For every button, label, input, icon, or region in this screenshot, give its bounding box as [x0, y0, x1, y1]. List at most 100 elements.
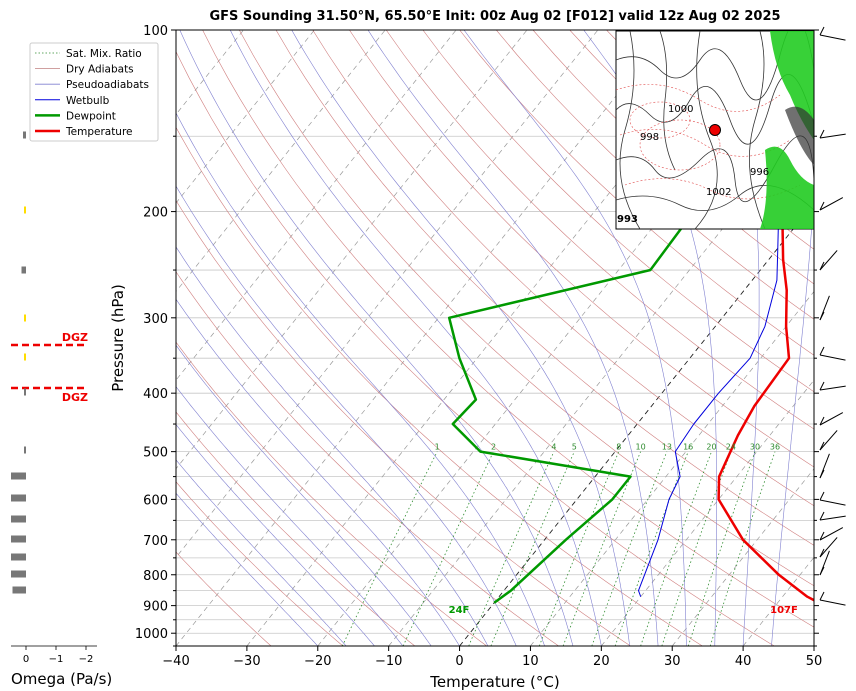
wind-barb-flag	[819, 511, 825, 521]
mixing-ratio-label: 10	[636, 443, 646, 452]
wind-barb-staff	[819, 133, 846, 139]
wind-barb-staff	[819, 197, 844, 211]
dry-adiabat-line	[349, 30, 814, 468]
wind-barb-flag	[819, 469, 825, 479]
dry-adiabat-line	[275, 30, 814, 546]
omega-bar	[21, 266, 26, 274]
wind-barbs	[819, 26, 846, 606]
legend-entry: Pseudoadiabats	[66, 79, 149, 91]
omega-panel: 0 −1 −2	[11, 131, 97, 665]
omega-bar	[24, 353, 26, 361]
omega-bar	[24, 446, 26, 454]
dry-adiabat-line	[532, 30, 814, 285]
y-tick-label: 1000	[135, 627, 168, 642]
dry-adiabat-line	[176, 199, 631, 646]
dry-adiabat-line	[176, 341, 487, 646]
wind-barb-flag	[819, 201, 825, 211]
legend-entry: Dewpoint	[66, 110, 116, 122]
wind-barb-flag	[819, 548, 825, 558]
wind-barb-flag	[819, 531, 825, 541]
dry-adiabat-line	[459, 30, 814, 356]
mixing-ratio-line	[709, 451, 776, 646]
x-tick-label: −40	[162, 654, 189, 669]
wind-barb-staff	[819, 385, 846, 391]
x-tick-label: 20	[593, 654, 610, 669]
omega-bar	[24, 206, 26, 214]
x-tick-label: 30	[664, 654, 681, 669]
dry-adiabat-line	[422, 30, 814, 393]
wind-barb-flag	[819, 311, 825, 321]
legend-entry: Temperature	[65, 126, 133, 138]
y-axis-title: Pressure (hPa)	[109, 284, 127, 392]
pseudoadiabat-line	[463, 30, 687, 646]
y-axis: 100 200 300 400 500 600 700 800 900 1000	[135, 24, 819, 647]
pseudoadiabat-line	[176, 424, 375, 646]
dry-adiabat-line	[176, 126, 703, 646]
pseudoadiabat-line	[176, 386, 404, 646]
mixing-ratio-line	[661, 451, 732, 646]
x-tick-label: −30	[233, 654, 260, 669]
x-tick-label: −20	[304, 654, 331, 669]
dry-adiabat-line	[312, 30, 814, 507]
x-tick-label: 40	[735, 654, 752, 669]
pseudoadiabat-line	[176, 459, 347, 646]
omega-bar	[11, 472, 26, 480]
wind-barb-flag	[819, 491, 825, 501]
omega-bar	[11, 494, 26, 502]
map-storm-core	[785, 106, 814, 165]
mixing-ratio-line	[687, 451, 756, 646]
mixing-ratio-label: 36	[770, 443, 780, 452]
x-tick-label: 50	[806, 654, 823, 669]
omega-bar	[24, 314, 26, 322]
dry-adiabat-line	[239, 30, 814, 587]
pseudoadiabat-line	[176, 298, 460, 646]
mixing-ratio-label: 20	[706, 443, 716, 452]
pseudoadiabat-line	[583, 30, 717, 646]
mixing-ratio-label: 4	[551, 443, 556, 452]
pseudoadiabat-line	[176, 246, 489, 646]
sounding-location-marker	[709, 124, 721, 136]
dry-adiabat-line	[496, 30, 814, 320]
pseudoadiabat-line	[176, 344, 432, 646]
omega-tick-label: −2	[79, 654, 94, 665]
pseudoadiabat-line	[176, 112, 545, 646]
mixing-ratio-label: 2	[491, 443, 496, 452]
map-label-998: 998	[640, 132, 659, 143]
map-label-996: 996	[750, 167, 769, 178]
wind-barb-flag	[819, 381, 825, 391]
wind-barb-staff	[819, 527, 844, 541]
mixing-ratio-line	[562, 451, 641, 646]
omega-tick-label: 0	[23, 654, 29, 665]
isotherm-line	[176, 30, 670, 646]
dry-adiabat-line	[202, 30, 814, 628]
wind-barb-flag	[819, 566, 825, 576]
x-tick-label: −10	[375, 654, 402, 669]
isotherm-line	[813, 645, 814, 646]
dgz-top-label: DGZ	[62, 331, 88, 344]
mixing-ratio-line	[640, 451, 712, 646]
dry-adiabat-line	[176, 271, 559, 646]
dgz-markers: DGZ DGZ	[11, 331, 88, 404]
y-tick-label: 700	[143, 534, 168, 549]
mixing-ratio-line	[538, 451, 620, 646]
legend: Sat. Mix. Ratio Dry Adiabats Pseudoadiabat…	[29, 42, 159, 142]
plot-frame	[175, 29, 815, 647]
mixing-ratio-line	[490, 451, 575, 646]
surface-temperature-label: 107F	[770, 605, 798, 616]
mixing-ratio-label: 5	[572, 443, 577, 452]
dry-adiabat-line	[176, 411, 416, 646]
mixing-ratio-label: 16	[683, 443, 693, 452]
map-label-1000: 1000	[668, 104, 693, 115]
wind-barb-flag	[819, 26, 825, 36]
inset-map: 1002 1000 996 998 993	[615, 30, 815, 230]
omega-bar	[11, 570, 26, 578]
omega-bar	[11, 515, 26, 523]
wind-barb-staff	[819, 430, 838, 451]
pseudoadiabat-line	[711, 30, 760, 646]
pseudoadiabat-line	[179, 30, 574, 646]
mixing-ratio-line	[591, 451, 668, 646]
y-tick-label: 500	[143, 446, 168, 461]
isotherm-line	[176, 30, 386, 293]
legend-entry: Wetbulb	[66, 95, 110, 107]
